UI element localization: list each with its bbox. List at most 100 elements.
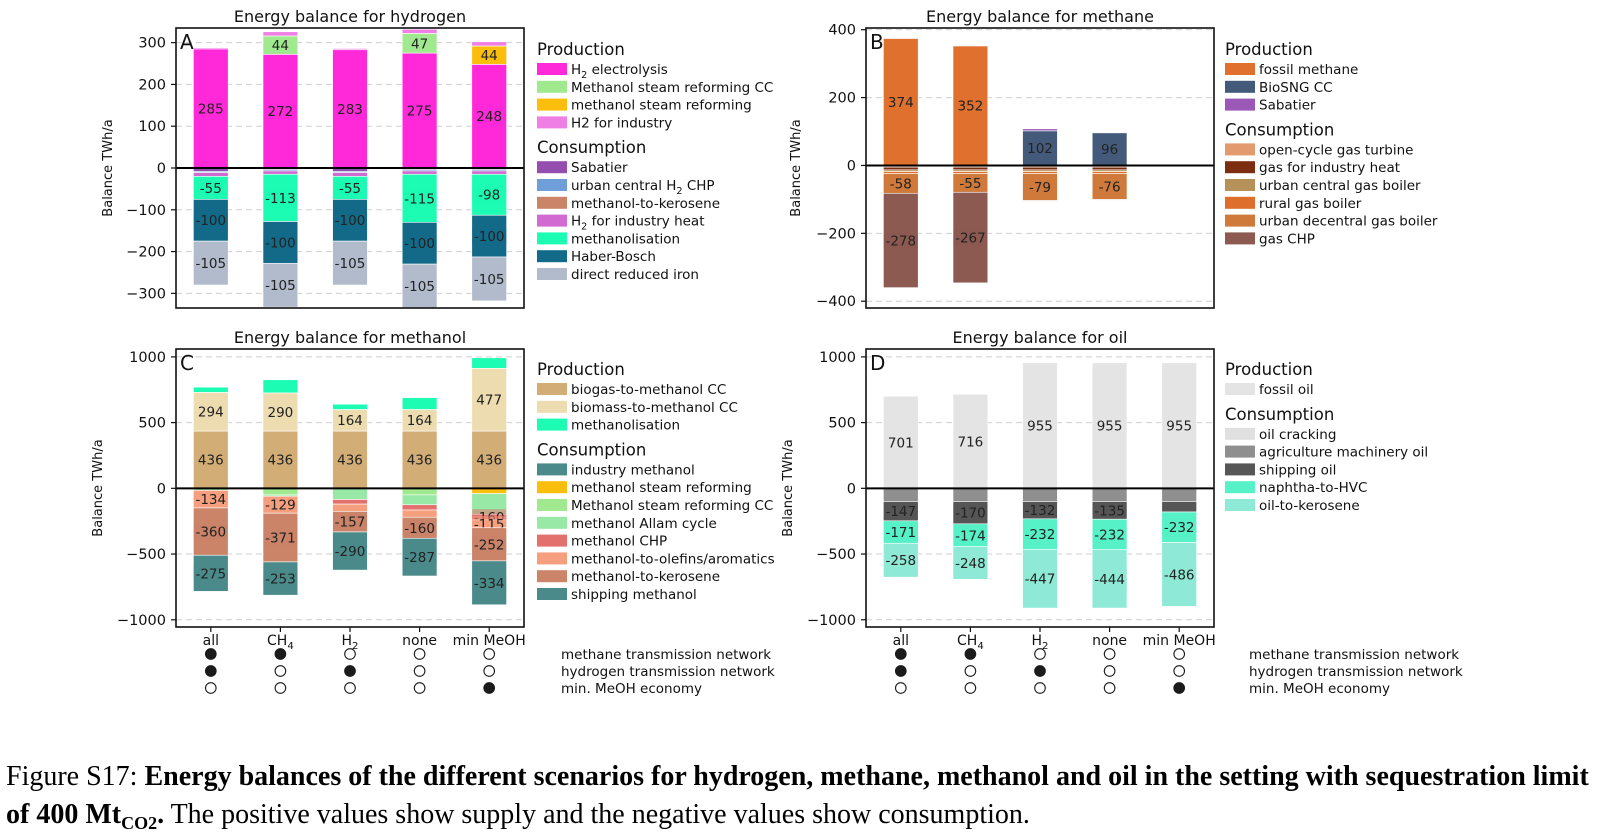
bar-segment	[262, 54, 299, 169]
data-label: 290	[268, 405, 294, 421]
legend-swatch	[1225, 463, 1255, 476]
legend-swatch	[537, 196, 567, 209]
x-tick-label: min MeOH	[1143, 633, 1216, 649]
data-label: -170	[955, 506, 986, 522]
bar-segment	[193, 48, 229, 169]
indicator-label: methane transmission network	[561, 647, 771, 663]
y-tick-label: 1000	[129, 350, 166, 366]
y-tick-label: 1000	[819, 350, 856, 366]
legend-heading: Production	[537, 40, 625, 59]
data-label: -98	[478, 188, 500, 204]
data-label: 955	[1027, 419, 1053, 435]
legend-swatch	[537, 98, 567, 111]
bar-segment	[1091, 488, 1128, 502]
bar-segment	[952, 166, 989, 171]
bar-segment	[1091, 171, 1128, 174]
legend-label: gas CHP	[1259, 231, 1315, 247]
data-label: -447	[1025, 572, 1056, 588]
data-label: -105	[404, 279, 435, 295]
data-label: 374	[888, 95, 914, 111]
bar-segment	[952, 45, 989, 166]
legend-swatch	[1225, 196, 1255, 209]
legend-label: direct reduced iron	[571, 267, 699, 283]
legend-swatch	[537, 214, 567, 227]
indicator-dot-filled	[1034, 665, 1046, 677]
bar-segment	[1091, 199, 1128, 201]
bar-segment	[1161, 501, 1197, 513]
bar-segment	[1022, 362, 1058, 489]
bar-segment	[471, 368, 507, 432]
y-tick-label: 200	[828, 91, 856, 107]
caption-rest: The positive values show supply and the …	[164, 799, 1030, 830]
data-label-bg	[1162, 566, 1197, 583]
data-label: 272	[268, 104, 294, 120]
indicator-dot-filled	[1173, 682, 1186, 694]
legend-label: biogas-to-methanol CC	[571, 382, 726, 398]
data-label: 436	[337, 453, 363, 469]
bar-segment	[1022, 171, 1058, 174]
indicator-dot-empty	[1034, 648, 1046, 660]
legend-label: BioSNG CC	[1259, 80, 1333, 96]
y-tick-label: 500	[828, 416, 856, 432]
data-label: -147	[885, 504, 916, 520]
bar-segment	[401, 397, 438, 410]
caption-prefix: Figure S17:	[6, 761, 145, 792]
data-label: 436	[268, 453, 294, 469]
indicator-dot-filled	[274, 648, 287, 660]
data-label: -253	[265, 572, 296, 588]
legend-label: oil-to-kerosene	[1259, 498, 1360, 514]
legend-swatch	[1225, 427, 1255, 440]
data-label-bg	[1023, 502, 1057, 519]
legend-label: Methanol steam reforming CC	[571, 80, 773, 96]
legend-heading: Consumption	[1225, 405, 1334, 424]
legend-swatch	[537, 161, 567, 174]
data-label-bg	[333, 179, 367, 196]
y-tick-label: 0	[847, 158, 856, 174]
legend-label: oil cracking	[1259, 427, 1336, 443]
bar-segment	[262, 170, 299, 175]
indicator-dot-empty	[1103, 682, 1116, 694]
indicator-dot-filled	[204, 665, 217, 677]
legend-label: open-cycle gas turbine	[1259, 142, 1414, 158]
bar-segment	[471, 64, 507, 169]
legend-heading: Production	[537, 360, 625, 379]
panel-b: Energy balance for methane 374 -58 -278 352 -…	[789, 7, 1438, 310]
data-label-bg	[333, 513, 367, 530]
data-label: 275	[407, 104, 433, 120]
data-label-bg	[1023, 526, 1057, 543]
data-label: -275	[195, 566, 226, 582]
x-tick-label: CH4	[957, 633, 984, 652]
legend-swatch	[537, 80, 567, 93]
data-label-bg	[193, 523, 228, 540]
data-label: -113	[265, 191, 296, 207]
data-label: 164	[337, 413, 363, 429]
data-label: -76	[1099, 179, 1121, 195]
y-tick-label: −400	[816, 294, 856, 310]
legend-label: industry methanol	[571, 462, 695, 478]
data-label: -334	[474, 576, 505, 592]
bar-segment	[262, 430, 299, 489]
bar-segment	[401, 28, 438, 34]
bar-segment	[332, 49, 368, 169]
figure-caption: Figure S17: Energy balances of the diffe…	[6, 758, 1606, 834]
data-label: -232	[1094, 527, 1125, 543]
data-label-bg	[333, 212, 367, 229]
data-label: -58	[890, 176, 912, 192]
indicator-dot-empty	[344, 682, 356, 694]
indicator-dot-empty	[413, 648, 426, 660]
data-label: 352	[958, 99, 984, 115]
data-label: -55	[959, 176, 981, 192]
legend: Production biogas-to-methanol CC biomass-t…	[537, 360, 775, 603]
panel-letter: C	[180, 351, 194, 375]
legend-label: agriculture machinery oil	[1259, 445, 1428, 461]
data-label-bg	[883, 503, 918, 520]
y-tick-label: −1000	[117, 613, 166, 629]
bar-segment	[193, 172, 229, 177]
data-label: 285	[198, 101, 224, 117]
data-label: -160	[404, 521, 435, 537]
data-label-bg	[883, 552, 918, 569]
data-label: -232	[1164, 520, 1195, 536]
panel-title: Energy balance for methane	[926, 7, 1154, 26]
bar-segment	[883, 488, 919, 502]
